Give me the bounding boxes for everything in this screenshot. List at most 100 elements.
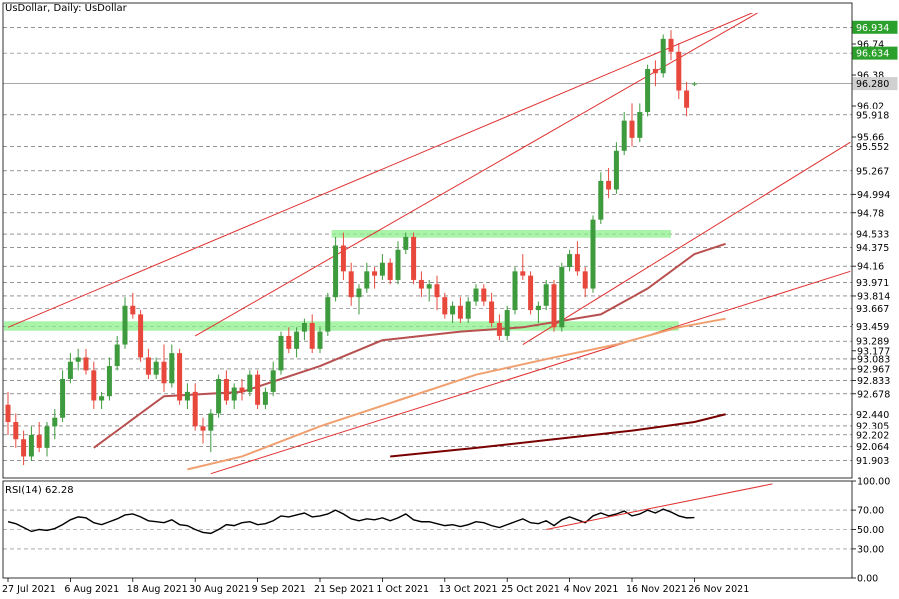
price-tag-label: 92.064 bbox=[856, 442, 889, 453]
price-tag bbox=[853, 302, 897, 315]
candle-body bbox=[442, 297, 448, 315]
price-tick-label: 92.967 bbox=[857, 364, 890, 375]
candle-body bbox=[278, 335, 284, 371]
candle-body bbox=[309, 323, 315, 349]
moving-averages bbox=[93, 242, 726, 471]
candle-body bbox=[216, 378, 222, 414]
price-tag-label: 94.533 bbox=[856, 230, 889, 241]
price-tick-label: 93.083 bbox=[857, 354, 890, 365]
candle-body bbox=[247, 374, 253, 392]
price-tag-label: 96.934 bbox=[856, 23, 889, 34]
rsi-tick-label: 100.00 bbox=[857, 477, 890, 488]
candle-body bbox=[426, 284, 432, 289]
price-tag-label: 93.667 bbox=[856, 304, 889, 315]
price-tag-label: 92.202 bbox=[856, 430, 889, 441]
candle-body bbox=[262, 391, 268, 405]
price-tag-label: 95.552 bbox=[856, 142, 889, 153]
candle-body bbox=[676, 51, 682, 91]
candle-body bbox=[317, 331, 323, 349]
price-tick-label: 92.833 bbox=[857, 376, 890, 387]
candle-body bbox=[200, 426, 206, 431]
time-tick-label: 27 Jul 2021 bbox=[2, 584, 56, 595]
candle-body bbox=[551, 284, 557, 328]
candle-body bbox=[543, 284, 549, 306]
candle-body bbox=[13, 422, 19, 440]
price-tag bbox=[853, 164, 897, 177]
candle-body bbox=[122, 305, 128, 345]
time-tick-label: 21 Sep 2021 bbox=[314, 584, 374, 595]
candle-body bbox=[364, 271, 370, 289]
time-axis: 27 Jul 2021 6 Aug 2021 18 Aug 2021 30 Aug 2… bbox=[2, 578, 749, 595]
time-tick-label: 6 Aug 2021 bbox=[64, 584, 119, 595]
candle-body bbox=[60, 378, 66, 418]
time-tick-label: 26 Nov 2021 bbox=[688, 584, 749, 595]
price-tag bbox=[853, 454, 897, 467]
rsi-label: RSI(14) 62.28 bbox=[5, 485, 74, 496]
price-tick-label: 94.78 bbox=[857, 208, 884, 219]
trendline bbox=[210, 270, 851, 475]
moving-average-line bbox=[93, 242, 726, 449]
candle-body bbox=[489, 301, 495, 323]
candle-body bbox=[91, 370, 97, 401]
candle-body bbox=[481, 288, 487, 302]
price-tag-label: 95.267 bbox=[856, 166, 889, 177]
candle-body bbox=[99, 396, 105, 401]
price-tag bbox=[852, 20, 898, 34]
candle-body bbox=[528, 275, 534, 311]
candle-body bbox=[691, 83, 697, 85]
candle-body bbox=[52, 417, 58, 427]
candle-body bbox=[239, 387, 245, 392]
candle-body bbox=[621, 120, 627, 151]
candle-body bbox=[286, 335, 292, 349]
price-tag bbox=[853, 335, 897, 348]
price-tag bbox=[853, 428, 897, 441]
candle-body bbox=[567, 254, 573, 268]
candle-body bbox=[613, 150, 619, 190]
candle-body bbox=[301, 323, 307, 332]
candle-body bbox=[496, 323, 502, 336]
time-tick-label: 13 Oct 2021 bbox=[439, 584, 498, 595]
price-tick-label: 93.177 bbox=[857, 346, 890, 357]
price-tick-label: 96.38 bbox=[857, 71, 884, 82]
candle-body bbox=[192, 391, 198, 427]
candle-body bbox=[582, 271, 588, 289]
support-zone bbox=[4, 321, 679, 331]
price-tag-label: 92.305 bbox=[856, 421, 889, 432]
candle-body bbox=[372, 271, 378, 276]
candle-body bbox=[325, 297, 331, 332]
rsi-line bbox=[7, 508, 695, 535]
rsi-tick-label: 50.00 bbox=[857, 525, 884, 536]
price-tick-label: 94.994 bbox=[857, 190, 890, 201]
price-tag-label: 94.375 bbox=[856, 243, 889, 254]
candle-body bbox=[130, 305, 136, 315]
chart-title: UsDollar, Daily: UsDollar bbox=[5, 3, 127, 14]
trendlines bbox=[7, 13, 851, 475]
candle-body bbox=[411, 236, 417, 280]
price-tick-label: 92.678 bbox=[857, 389, 890, 400]
price-tag-label: 96.634 bbox=[856, 49, 889, 60]
price-tag bbox=[853, 440, 897, 453]
price-tag-label: 93.459 bbox=[856, 322, 889, 333]
candle-body bbox=[177, 353, 183, 401]
candle-body bbox=[629, 120, 635, 138]
main-panel-frame bbox=[2, 2, 853, 479]
candle-body bbox=[645, 68, 651, 113]
candle-body bbox=[294, 331, 300, 349]
time-tick-label: 30 Aug 2021 bbox=[189, 584, 250, 595]
price-axis: 96.74 96.38 96.02 95.66 94.994 94.78 94.16 93.8… bbox=[852, 20, 898, 585]
candle-body bbox=[652, 68, 658, 74]
candle-body bbox=[75, 357, 81, 362]
price-tag bbox=[853, 241, 897, 254]
price-tag bbox=[853, 408, 897, 421]
candle-body bbox=[270, 370, 276, 392]
price-tag-label: 92.440 bbox=[856, 410, 889, 421]
candle-body bbox=[535, 305, 541, 311]
time-tick-label: 4 Nov 2021 bbox=[564, 584, 619, 595]
candle-body bbox=[598, 180, 604, 220]
candle-body bbox=[169, 353, 175, 384]
price-tag-label: 91.903 bbox=[856, 456, 889, 467]
candle-body bbox=[590, 219, 596, 289]
price-tick-label: 94.16 bbox=[857, 262, 884, 273]
price-tag bbox=[853, 108, 897, 121]
time-tick-label: 18 Aug 2021 bbox=[127, 584, 188, 595]
